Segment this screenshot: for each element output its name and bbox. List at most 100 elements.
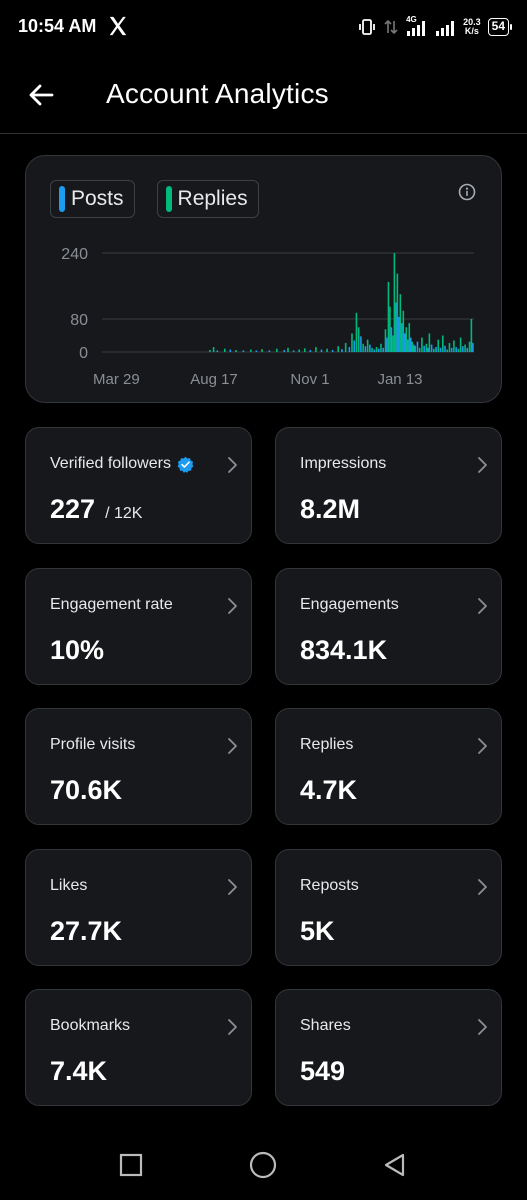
replies-bar [315,347,317,352]
posts-bar [450,347,453,352]
metric-value-text: 834.1K [300,635,388,665]
posts-bar [382,347,385,352]
x-logo-icon [109,16,127,36]
metric-label: Likes [50,877,87,895]
replies-bar [448,342,451,352]
metric-label-text: Verified followers [50,455,171,472]
posts-bar [444,345,446,352]
replies-bar [457,348,460,352]
system-back-button[interactable] [378,1148,412,1182]
metric-card-shares[interactable]: Shares 549 [275,989,502,1106]
metric-card-replies[interactable]: Replies 4.7K [275,708,502,825]
system-nav-bar [0,1130,527,1200]
replies-bar [371,347,373,352]
metric-label: Engagement rate [50,596,173,614]
posts-bar [430,344,433,352]
back-triangle-icon [384,1153,405,1177]
metric-card-reposts[interactable]: Reposts 5K [275,849,502,966]
metric-value: 8.2M [300,494,360,525]
posts-bar [390,327,393,352]
posts-bar [364,346,367,352]
x-tick-label: Aug 17 [190,371,238,388]
replies-bar [405,327,408,352]
replies-bar [384,329,387,352]
posts-bar [348,347,351,352]
replies-bar [464,344,466,352]
metric-label: Bookmarks [50,1017,130,1035]
replies-bar [425,343,428,352]
metric-label-text: Shares [300,1017,351,1034]
replies-bar [261,349,263,352]
app-header: Account Analytics [0,56,527,134]
posts-bar [472,342,474,352]
posts-bar [455,347,457,352]
legend-posts-label: Posts [71,187,124,210]
posts-bar [409,337,412,352]
posts-bar [377,348,380,352]
posts-bar [416,341,419,352]
metric-card-impressions[interactable]: Impressions 8.2M [275,427,502,544]
replies-bar [441,335,444,352]
metric-card-verified-followers[interactable]: Verified followers 227 / 12K [25,427,252,544]
back-button[interactable] [24,78,58,112]
metric-label-text: Impressions [300,455,387,472]
replies-bar [453,340,455,352]
metric-value-text: 7.4K [50,1056,108,1086]
posts-bar [242,350,245,352]
replies-bar [408,323,411,352]
metric-label-text: Reposts [300,877,359,894]
metric-card-likes[interactable]: Likes 27.7K [25,849,252,966]
replies-bar [470,319,473,352]
metric-value: 549 [300,1056,345,1087]
metric-value-text: 4.7K [300,775,358,805]
metric-label-text: Profile visits [50,736,136,753]
posts-bar [406,339,409,352]
legend-posts-chip[interactable]: Posts [50,180,135,218]
replies-bar [212,347,215,352]
metric-card-engagements[interactable]: Engagements 834.1K [275,568,502,685]
posts-bar [216,350,219,352]
posts-bar [427,347,429,352]
metric-card-engagement-rate[interactable]: Engagement rate 10% [25,568,252,685]
metric-value-text: 70.6K [50,775,123,805]
posts-bar [341,349,343,352]
posts-bar [369,344,371,352]
replies-swatch [165,186,172,212]
recents-button[interactable] [114,1148,148,1182]
replies-bar [446,349,449,352]
replies-bar [355,312,358,352]
x-tick-label: Nov 1 [290,371,329,388]
replies-bar [433,348,435,352]
metric-label: Replies [300,736,353,754]
speed-value: 20.3 [463,17,481,27]
home-circle-icon [249,1151,277,1179]
home-button[interactable] [246,1148,280,1182]
posts-bar [331,349,334,352]
metric-card-profile-visits[interactable]: Profile visits 70.6K [25,708,252,825]
replies-bar [399,294,402,352]
posts-bar [309,349,312,352]
chevron-right-icon [478,457,487,473]
replies-bar [287,347,289,352]
metric-label-text: Replies [300,736,354,753]
metric-value-text: 8.2M [300,494,361,524]
info-icon[interactable] [458,183,476,201]
metric-value-text: 549 [300,1056,346,1086]
chevron-right-icon [478,1019,487,1035]
posts-bar [283,349,286,352]
posts-bar [255,350,258,352]
chevron-right-icon [228,598,237,614]
posts-bar [398,316,400,352]
metric-value: 5K [300,916,335,947]
posts-bar [435,347,437,352]
posts-bar [229,349,232,352]
activity-chart: 0 80 240 Mar 29 Aug 17 Nov 1 Jan 13 [61,246,474,388]
metric-label: Reposts [300,877,359,895]
legend-replies-chip[interactable]: Replies [156,180,259,218]
posts-bar [401,323,403,352]
y-tick-label: 0 [79,345,88,362]
metric-card-bookmarks[interactable]: Bookmarks 7.4K [25,989,252,1106]
verified-badge-icon [177,456,194,473]
page-title: Account Analytics [106,78,329,109]
replies-bar [468,341,471,352]
